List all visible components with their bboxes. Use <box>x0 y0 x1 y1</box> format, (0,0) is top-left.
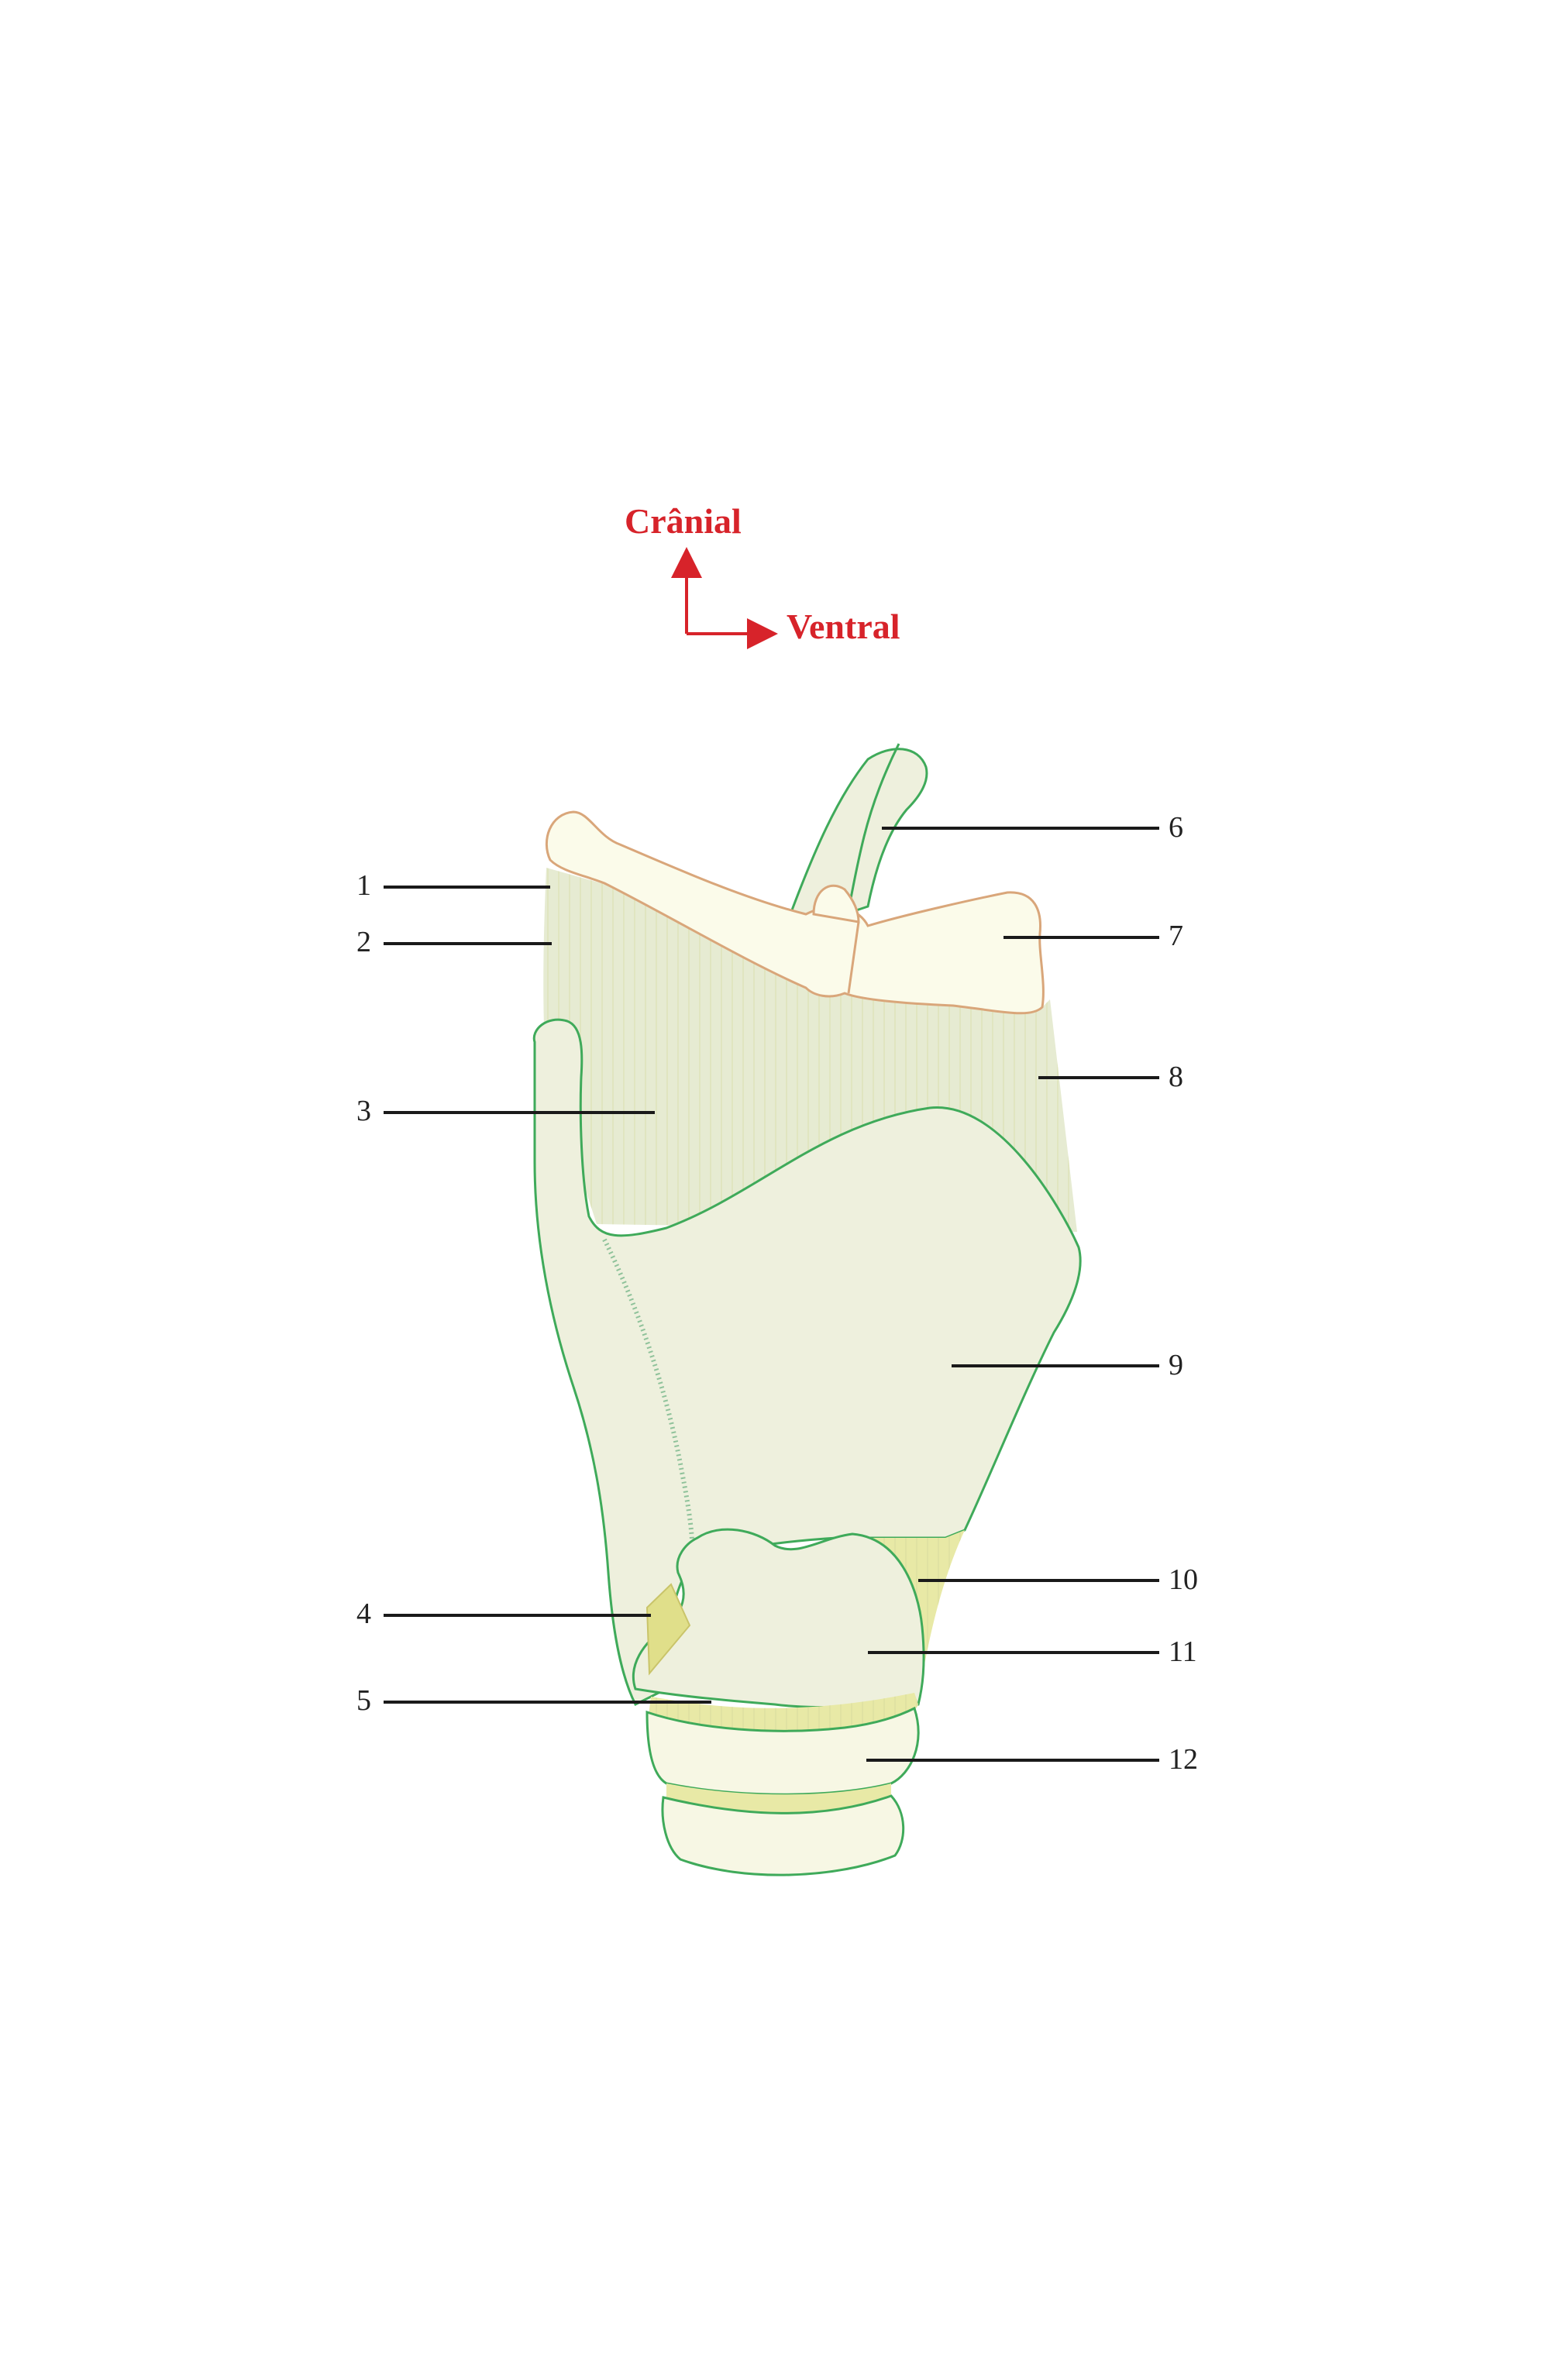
callout-group: 1 2 3 4 5 6 7 8 9 10 11 12 <box>356 811 1198 1776</box>
callout-6: 6 <box>1169 811 1183 844</box>
callout-7: 7 <box>1169 920 1183 952</box>
callout-12: 12 <box>1169 1743 1198 1776</box>
ventral-label: Ventral <box>787 607 900 646</box>
annular-ligament <box>666 1783 891 1814</box>
oblique-line <box>602 1238 695 1558</box>
thyroid-cartilage <box>532 1018 1082 1707</box>
cricothyroid-articulation <box>645 1583 691 1676</box>
cricothyroid-hatching <box>837 1530 965 1677</box>
orientation-indicator: Crânial Ventral <box>625 501 900 649</box>
callout-1: 1 <box>356 869 371 902</box>
callout-11: 11 <box>1169 1635 1197 1668</box>
callout-4: 4 <box>356 1598 371 1630</box>
hyoid-lesser-horn <box>812 884 860 923</box>
hyoid-body-divider <box>847 921 860 994</box>
epiglottis <box>788 748 928 916</box>
cranial-label: Crânial <box>625 501 742 541</box>
callout-2: 2 <box>356 926 371 958</box>
epiglottis-edge <box>847 743 900 911</box>
hyoid-bone <box>546 810 1045 1015</box>
callout-8: 8 <box>1169 1061 1183 1093</box>
callout-5: 5 <box>356 1684 371 1717</box>
callout-9: 9 <box>1169 1349 1183 1381</box>
tracheal-ring-1 <box>645 1706 920 1796</box>
callout-3: 3 <box>356 1095 371 1127</box>
callout-10: 10 <box>1169 1563 1198 1596</box>
tracheal-ring-2 <box>661 1794 905 1876</box>
